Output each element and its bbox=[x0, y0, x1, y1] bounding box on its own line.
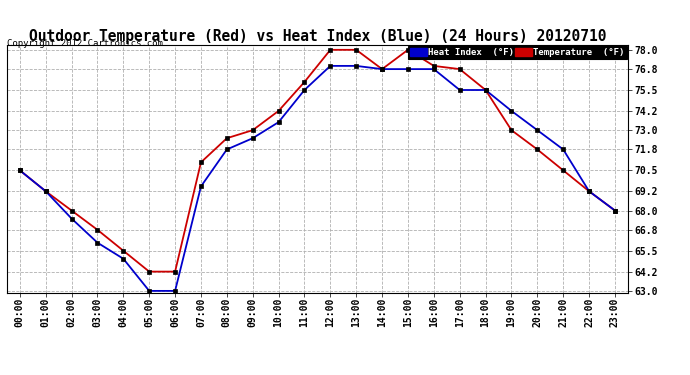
Title: Outdoor Temperature (Red) vs Heat Index (Blue) (24 Hours) 20120710: Outdoor Temperature (Red) vs Heat Index … bbox=[29, 29, 606, 44]
Text: Copyright 2012 Cartronics.com: Copyright 2012 Cartronics.com bbox=[7, 39, 163, 48]
Legend: Heat Index  (°F), Temperature  (°F): Heat Index (°F), Temperature (°F) bbox=[408, 46, 627, 59]
